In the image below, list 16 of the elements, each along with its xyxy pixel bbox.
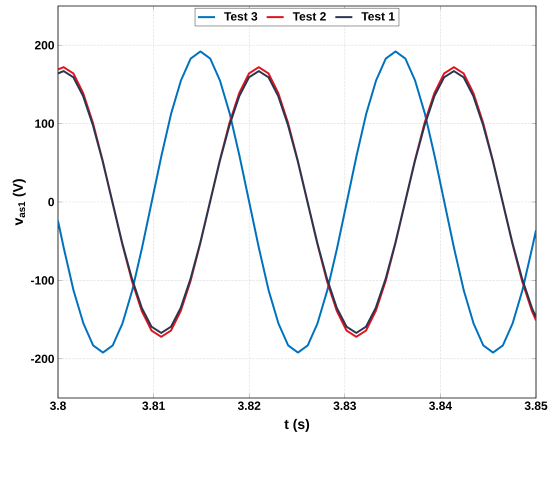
y-tick-label: -100: [31, 276, 54, 285]
legend-label: Test 2: [292, 12, 326, 21]
legend-label: Test 1: [361, 12, 395, 21]
y-tick-label: 100: [35, 119, 54, 128]
y-tick-label: 200: [34, 40, 54, 50]
x-tick-label: 3.84: [429, 402, 452, 410]
y-tick-label: -200: [31, 354, 54, 364]
x-tick-label: 3.81: [142, 402, 165, 410]
legend-label: Test 3: [224, 12, 258, 21]
text: v$_{as1}$ (V): [12, 179, 26, 226]
x-tick-label: 3.8: [50, 402, 66, 410]
x-tick-label: 3.83: [333, 402, 356, 410]
x-axis-title: t (s): [284, 418, 310, 432]
x-tick-label: 3.85: [524, 402, 548, 410]
x-tick-label: 3.82: [238, 402, 260, 410]
y-tick-label: 0: [48, 198, 54, 206]
